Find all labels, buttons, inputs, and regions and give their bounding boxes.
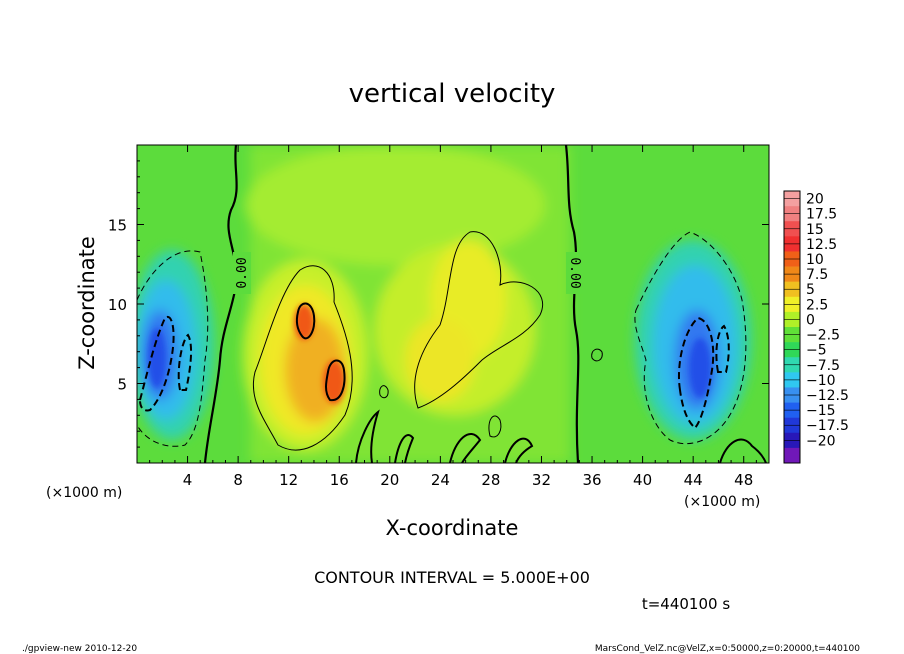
colorbar-label: −2.5 bbox=[806, 328, 840, 344]
colorbar-label: −17.5 bbox=[806, 418, 849, 434]
colorbar-label: 20 bbox=[806, 192, 824, 208]
colorbar-label: 12.5 bbox=[806, 237, 837, 253]
velocity-field bbox=[137, 145, 769, 463]
contour-lines bbox=[137, 145, 767, 463]
x-axis-ticks: 4 8 12 16 20 24 28 32 36 40 44 48 bbox=[149, 145, 757, 489]
colorbar-swatch bbox=[784, 447, 800, 464]
x-tick-label: 44 bbox=[684, 471, 703, 489]
y-tick-label: 10 bbox=[108, 296, 127, 314]
colorbar-label: −15 bbox=[806, 403, 836, 419]
y-tick-label: 15 bbox=[108, 217, 127, 235]
footer-right: MarsCond_VelZ.nc@VelZ,x=0:50000,z=0:2000… bbox=[595, 644, 860, 654]
colorbar-label: 0 bbox=[806, 312, 815, 328]
colorbar-label: 2.5 bbox=[806, 297, 828, 313]
x-tick-label: 4 bbox=[183, 471, 193, 489]
x-tick-label: 20 bbox=[380, 471, 399, 489]
x-tick-label: 48 bbox=[734, 471, 753, 489]
contour-labels: 0.00 0.00 bbox=[233, 252, 584, 294]
colorbar-label: −7.5 bbox=[806, 358, 840, 374]
x-tick-label: 32 bbox=[532, 471, 551, 489]
x-tick-label: 16 bbox=[330, 471, 349, 489]
colorbar-label: 10 bbox=[806, 252, 824, 268]
zero-contour-label-left: 0.00 bbox=[235, 257, 250, 288]
x-tick-label: 8 bbox=[233, 471, 243, 489]
colorbar: 2017.51512.5107.552.50−2.5−5−7.5−10−12.5… bbox=[783, 190, 849, 464]
colorbar-frame bbox=[783, 190, 801, 464]
colorbar-label: 15 bbox=[806, 222, 824, 238]
y-axis-label: Z-coordinate bbox=[75, 236, 99, 370]
zero-contour-label-right: 0.00 bbox=[567, 257, 582, 288]
x-tick-label: 36 bbox=[582, 471, 601, 489]
y-axis-ticks: 5 10 15 bbox=[108, 160, 769, 448]
colorbar-label: −5 bbox=[806, 343, 827, 359]
colorbar-label: 7.5 bbox=[806, 267, 828, 283]
colorbar-label: −10 bbox=[806, 373, 836, 389]
colorbar-label: −20 bbox=[806, 433, 836, 449]
x-tick-label: 24 bbox=[431, 471, 450, 489]
chart-title: vertical velocity bbox=[349, 79, 556, 109]
x-axis-unit-left: (×1000 m) bbox=[46, 485, 122, 501]
footer-left: ./gpview-new 2010-12-20 bbox=[22, 644, 137, 654]
colorbar-label: 17.5 bbox=[806, 207, 837, 223]
colorbar-label: −12.5 bbox=[806, 388, 849, 404]
y-tick-label: 5 bbox=[117, 376, 127, 394]
time-label: t=440100 s bbox=[642, 595, 730, 613]
colorbar-label: 5 bbox=[806, 282, 815, 298]
x-tick-label: 40 bbox=[633, 471, 652, 489]
x-tick-label: 12 bbox=[279, 471, 298, 489]
x-axis-label: X-coordinate bbox=[386, 516, 519, 540]
x-axis-unit-right: (×1000 m) bbox=[684, 494, 760, 510]
contour-interval-label: CONTOUR INTERVAL = 5.000E+00 bbox=[314, 568, 590, 587]
x-tick-label: 28 bbox=[481, 471, 500, 489]
